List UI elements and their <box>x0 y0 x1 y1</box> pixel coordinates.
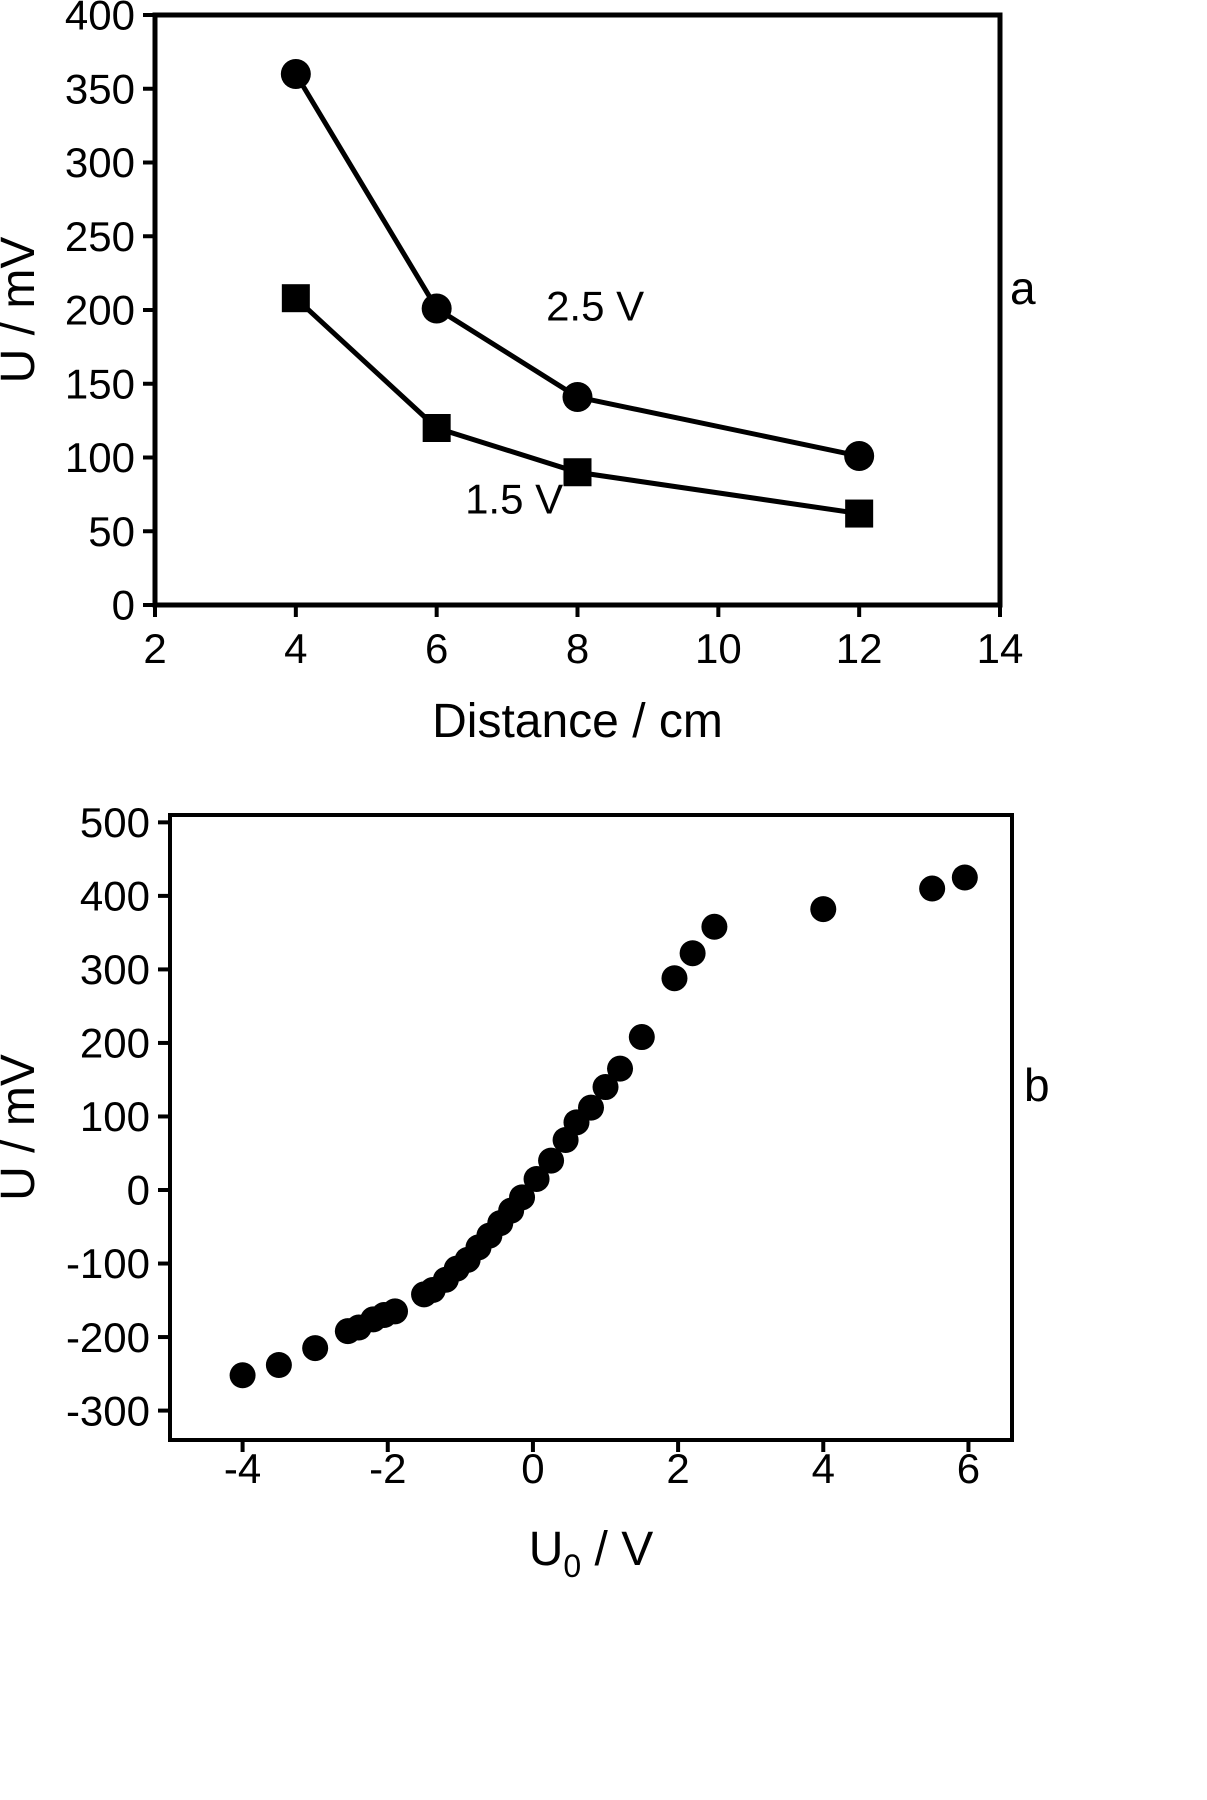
chart-b: -4 -2 0 2 4 6 -300 -200 -100 0 100 200 300 400 500 U / … <box>0 770 1207 1800</box>
x-tick-label: 4 <box>812 1445 835 1492</box>
series-annotation: 1.5 V <box>465 476 563 523</box>
panel-label-b: b <box>1024 1059 1050 1111</box>
y-axis-title: U / mV <box>0 237 45 384</box>
y-tick-label: 250 <box>65 213 135 260</box>
y-axis-title: U / mV <box>0 1054 45 1201</box>
data-point-circle <box>302 1335 329 1362</box>
data-point-circle <box>919 875 946 902</box>
y-tick-label: 300 <box>80 946 150 993</box>
y-tick-label: 400 <box>80 873 150 920</box>
data-point-circle <box>538 1147 565 1174</box>
y-tick-label: 100 <box>65 434 135 481</box>
x-tick-label: 6 <box>425 625 448 672</box>
x-tick-label: -2 <box>369 1445 406 1492</box>
data-point-circle <box>280 59 311 89</box>
y-tick-label: 500 <box>80 799 150 846</box>
x-tick-label: -4 <box>224 1445 261 1492</box>
series-line <box>294 296 860 517</box>
data-point-circle <box>265 1352 292 1378</box>
data-point-circle <box>701 913 728 940</box>
y-tick-label: -300 <box>66 1387 150 1434</box>
y-tick-label: 0 <box>112 582 135 629</box>
data-point-circle <box>523 1165 550 1192</box>
y-tick-label: 50 <box>88 508 135 555</box>
x-tick-label: 6 <box>957 1445 980 1492</box>
data-point-square <box>422 414 451 442</box>
y-tick-label: 200 <box>80 1020 150 1067</box>
data-point-circle <box>578 1094 604 1121</box>
x-axis-title: Distance / cm <box>432 695 723 748</box>
data-point-circle <box>951 864 978 891</box>
x-tick-label: 8 <box>566 625 589 672</box>
y-tick-label: 0 <box>127 1167 150 1214</box>
data-point-square <box>845 499 874 528</box>
x-tick-label: 0 <box>521 1445 544 1492</box>
data-point-circle <box>382 1298 409 1325</box>
y-tick-label: 400 <box>65 0 135 39</box>
y-tick-label: 200 <box>65 287 135 334</box>
plot-border <box>168 813 1014 1442</box>
panel-label-a: a <box>1010 262 1036 314</box>
data-point-circle <box>661 965 688 992</box>
chart-a: 2 4 6 8 10 12 14 0 50 100 150 200 250 300 350 400 2.5 V 1… <box>0 0 1207 770</box>
data-point-circle <box>229 1362 256 1389</box>
x-tick-label: 2 <box>143 625 166 672</box>
data-point-circle <box>509 1184 536 1211</box>
x-tick-label: 12 <box>836 625 883 672</box>
chart-a-canvas: 2 4 6 8 10 12 14 0 50 100 150 200 250 300 350 400 2.5 V 1… <box>0 0 1024 748</box>
y-tick-label: 150 <box>65 360 135 407</box>
y-tick-label: 300 <box>65 139 135 186</box>
y-tick-label: 100 <box>80 1093 150 1140</box>
y-tick-label: -200 <box>66 1314 150 1361</box>
x-tick-label: 2 <box>666 1445 689 1492</box>
chart-b-canvas: -4 -2 0 2 4 6 -300 -200 -100 0 100 200 300 400 500 U / … <box>0 799 1014 1584</box>
x-tick-label: 4 <box>284 625 307 672</box>
data-point-square <box>563 458 592 487</box>
data-point-square <box>281 284 310 313</box>
data-point-circle <box>421 293 452 324</box>
y-tick-label: -100 <box>66 1240 150 1287</box>
data-point-circle <box>628 1024 655 1051</box>
data-point-circle <box>562 382 593 413</box>
data-point-circle <box>607 1055 634 1082</box>
series-annotation: 2.5 V <box>546 282 644 329</box>
x-tick-label: 10 <box>695 625 742 672</box>
x-tick-label: 14 <box>977 625 1024 672</box>
data-point-circle <box>844 441 875 472</box>
x-axis-title: U0 / V <box>529 1523 654 1584</box>
y-tick-label: 350 <box>65 65 135 112</box>
data-point-circle <box>810 896 837 923</box>
data-point-circle <box>679 940 706 967</box>
series-line <box>293 72 860 459</box>
data-point-circle <box>592 1074 619 1101</box>
